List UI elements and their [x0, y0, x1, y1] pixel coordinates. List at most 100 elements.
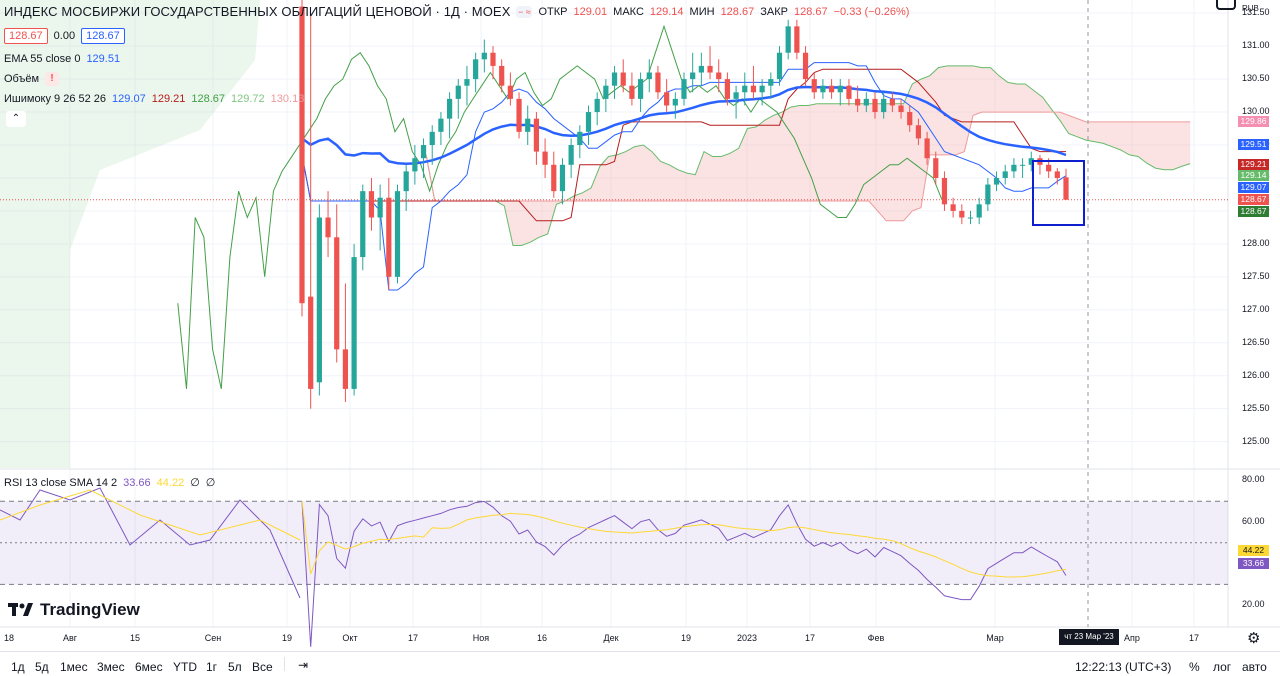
timeframe-1m[interactable]: 1мес: [60, 660, 88, 674]
warning-icon[interactable]: !: [45, 72, 60, 86]
candle-body: [577, 131, 583, 146]
volume-legend[interactable]: Объём !: [4, 72, 60, 86]
candle-body: [386, 197, 392, 277]
ichimoku-lagging-line: [177, 24, 943, 390]
price-tick-label: 127.50: [1242, 270, 1270, 281]
candle-body: [533, 118, 540, 152]
tradingview-logo[interactable]: TradingView: [8, 600, 140, 620]
candle-body: [473, 59, 479, 80]
percent-toggle[interactable]: %: [1189, 660, 1200, 674]
rsi-band: [0, 500, 1228, 585]
candle-body: [993, 177, 1000, 185]
ichimoku-cloud-fill: [426, 65, 1191, 246]
candle-body: [1019, 164, 1026, 166]
timeframe-1d[interactable]: 1д: [11, 660, 25, 674]
senkou-span-a-line: [425, 65, 1191, 246]
time-tick-label: 17: [407, 633, 419, 643]
rsi-tick-label: 20.00: [1242, 599, 1265, 610]
eye-toggle-icon[interactable]: − ≈: [516, 5, 533, 18]
timeframe-ytd[interactable]: YTD: [173, 660, 197, 674]
candle-body: [377, 197, 383, 218]
settings-gear-icon[interactable]: ⚙: [1247, 630, 1261, 647]
candle-body: [707, 65, 713, 73]
log-toggle[interactable]: лог: [1213, 660, 1232, 674]
candle-body: [611, 72, 618, 86]
timeframe-5y[interactable]: 5л: [228, 660, 242, 674]
ichimoku-legend[interactable]: Ишимоку 9 26 52 26 129.07 129.21 128.67 …: [4, 93, 304, 105]
candle-body: [1063, 177, 1069, 200]
clock-timezone[interactable]: 12:22:13 (UTC+3): [1075, 660, 1172, 674]
price-tick-label: 125.50: [1242, 402, 1270, 413]
candle-body: [620, 72, 626, 86]
rsi-sma-value: 44.22: [156, 476, 185, 489]
auto-toggle[interactable]: авто: [1242, 660, 1267, 674]
ichimoku-name: Ишимоку 9 26 52 26: [4, 93, 107, 105]
rsi-value: 33.66: [123, 476, 151, 489]
collapse-legend-icon[interactable]: ⌃: [6, 111, 26, 127]
candle-body: [750, 85, 757, 93]
ichimoku-conversion-value: 129.07: [112, 93, 146, 105]
candle-body: [1028, 158, 1034, 165]
timeframe-1y[interactable]: 1г: [206, 660, 218, 674]
candle-body: [967, 217, 974, 219]
timeframe-6m[interactable]: 6мес: [135, 660, 163, 674]
candle-body: [351, 257, 357, 389]
candle-body: [507, 85, 513, 99]
price-tick-label: 126.50: [1242, 336, 1270, 347]
candle-body: [1054, 171, 1060, 178]
candle-body: [976, 204, 982, 218]
candle-body: [655, 72, 661, 93]
candle-body: [716, 72, 722, 80]
price-tick-label: 131.00: [1242, 40, 1270, 51]
time-tick-label: Сен: [204, 633, 222, 643]
candle-body: [881, 98, 887, 113]
candle-body: [959, 210, 965, 218]
candle-body: [490, 52, 496, 66]
time-tick-label: 17: [1188, 633, 1200, 643]
time-tick-label: Фев: [867, 633, 885, 643]
ema-value: 129.51: [86, 53, 121, 65]
tradingview-logo-text: TradingView: [40, 600, 140, 619]
candle-body: [933, 158, 939, 178]
candle-body: [776, 52, 783, 80]
candle-body: [446, 98, 453, 119]
rsi-line: [301, 500, 1067, 647]
quote-row: 128.67 0.00 128.67: [4, 28, 125, 44]
chart-overlay: [1032, 0, 1089, 627]
candle-body: [542, 151, 548, 165]
candle-body: [863, 98, 869, 106]
candle-body: [325, 217, 331, 238]
currency-label[interactable]: RUB: [1242, 4, 1259, 13]
time-tick-label: Мар: [986, 633, 1004, 643]
time-tick-label: 19: [281, 633, 293, 643]
ema-legend[interactable]: EMA 55 close 0 129.51: [4, 53, 120, 65]
time-tick-label: 2023: [736, 633, 758, 643]
candle-body: [915, 125, 922, 139]
toolbar-divider: [284, 657, 285, 671]
date-range-icon[interactable]: ⇥: [298, 658, 309, 672]
rsi-sma-history-line: [0, 489, 301, 541]
candle-body: [559, 164, 566, 192]
candle-body: [420, 145, 427, 159]
chart-canvas[interactable]: [0, 0, 1280, 651]
candle-body: [742, 85, 748, 93]
timeframe-3m[interactable]: 3мес: [97, 660, 125, 674]
candle-body: [698, 65, 704, 73]
open-label: ОТКР: [538, 5, 568, 18]
symbol-header: ИНДЕКС МОСБИРЖИ ГОСУДАРСТВЕННЫХ ОБЛИГАЦИ…: [4, 4, 909, 19]
rsi-legend[interactable]: RSI 13 close SMA 14 2 33.66 44.22 ∅ ∅: [4, 476, 215, 490]
candle-body: [855, 98, 861, 106]
timeframe-5d[interactable]: 5д: [35, 660, 49, 674]
screenshot-icon[interactable]: [1216, 0, 1236, 10]
candle-body: [637, 79, 644, 99]
rsi-tick-label: 60.00: [1242, 516, 1265, 526]
symbol-title[interactable]: ИНДЕКС МОСБИРЖИ ГОСУДАРСТВЕННЫХ ОБЛИГАЦИ…: [4, 4, 511, 19]
timeframe-all[interactable]: Все: [252, 660, 273, 674]
candle-body: [1011, 164, 1017, 172]
time-tick-label: Апр: [1124, 633, 1140, 643]
time-tick-label: Дек: [603, 633, 619, 643]
volume-name: Объём: [4, 73, 40, 85]
bid-price[interactable]: 128.67: [4, 28, 48, 44]
ask-price[interactable]: 128.67: [81, 28, 125, 44]
rsi-overbought-oversold-band: [0, 501, 1228, 585]
